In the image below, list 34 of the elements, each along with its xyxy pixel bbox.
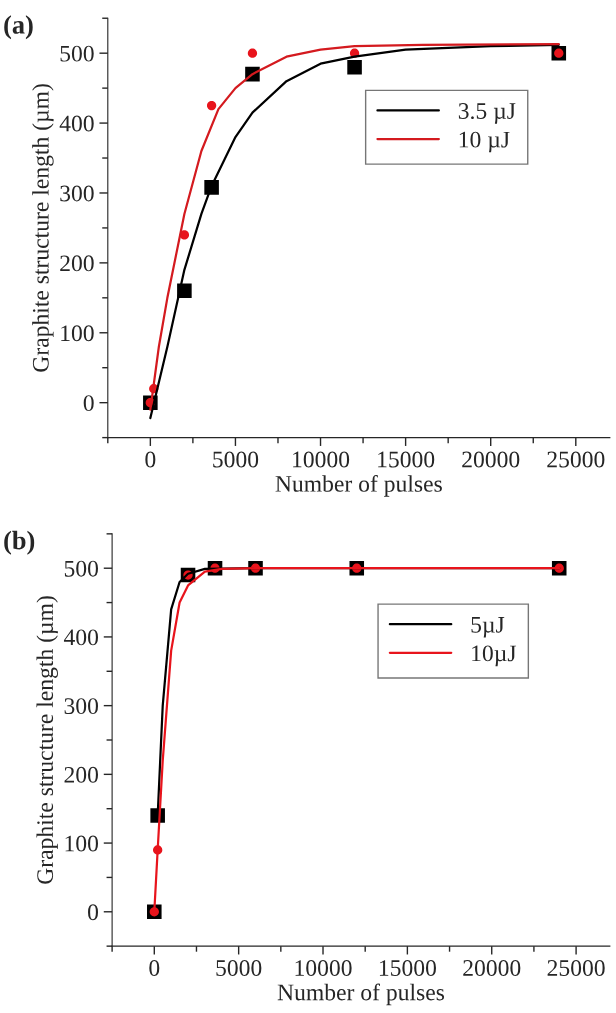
y-tick-label: 0 bbox=[83, 395, 94, 412]
y-tick-label: 0 bbox=[88, 904, 99, 921]
x-axis-title: Number of pulses bbox=[275, 475, 442, 497]
x-axis-title: Number of pulses bbox=[277, 983, 445, 1006]
y-axis-title: Graphite structure length (µm) bbox=[36, 596, 58, 884]
y-tick-label: 200 bbox=[64, 766, 99, 783]
x-tick-label: 20000 bbox=[463, 960, 521, 976]
x-tick-label: 10000 bbox=[293, 451, 350, 468]
x-tick-label: 10000 bbox=[295, 960, 352, 976]
x-tick-label: 5000 bbox=[213, 451, 259, 468]
x-tick-label: 0 bbox=[145, 451, 156, 468]
x-tick-label: 5000 bbox=[216, 960, 262, 976]
legend-label: 5µJ bbox=[471, 617, 505, 638]
y-tick-label: 200 bbox=[60, 255, 94, 272]
y-tick-label: 100 bbox=[65, 835, 99, 852]
x-tick-label: 25000 bbox=[547, 451, 605, 468]
y-tick-label: 400 bbox=[63, 629, 99, 646]
y-axis-title: Graphite structure length (µm) bbox=[32, 84, 54, 372]
x-tick-label: 20000 bbox=[462, 451, 520, 468]
x-tick-label: 25000 bbox=[547, 960, 605, 976]
chart-title: (b) bbox=[4, 530, 35, 555]
legend-label: 10 µJ bbox=[459, 131, 510, 153]
legend-label: 10µJ bbox=[472, 645, 517, 667]
y-tick-label: 400 bbox=[59, 115, 94, 132]
x-tick-label: 0 bbox=[149, 960, 160, 976]
y-tick-label: 300 bbox=[64, 698, 99, 715]
legend-label: 3.5 µJ bbox=[458, 103, 516, 124]
chart-title: (a) bbox=[4, 15, 33, 40]
y-tick-label: 500 bbox=[64, 560, 99, 577]
x-tick-label: 15000 bbox=[378, 451, 435, 468]
y-tick-label: 100 bbox=[61, 325, 94, 342]
y-tick-label: 500 bbox=[60, 45, 94, 62]
y-tick-label: 300 bbox=[60, 185, 94, 202]
x-tick-label: 15000 bbox=[379, 960, 436, 976]
